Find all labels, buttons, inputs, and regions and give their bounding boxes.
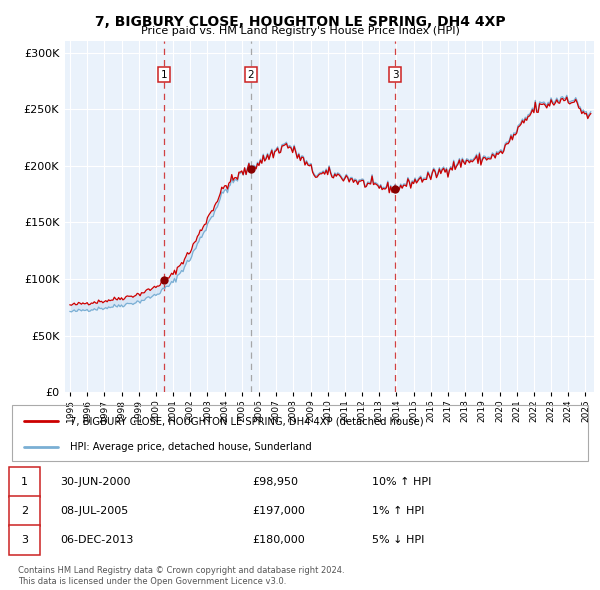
Text: 1: 1 <box>21 477 28 487</box>
Text: 5% ↓ HPI: 5% ↓ HPI <box>372 535 424 545</box>
Text: Contains HM Land Registry data © Crown copyright and database right 2024.: Contains HM Land Registry data © Crown c… <box>18 566 344 575</box>
Text: 1: 1 <box>161 70 167 80</box>
Text: £180,000: £180,000 <box>252 535 305 545</box>
Text: 1% ↑ HPI: 1% ↑ HPI <box>372 506 424 516</box>
Text: 7, BIGBURY CLOSE, HOUGHTON LE SPRING, DH4 4XP (detached house): 7, BIGBURY CLOSE, HOUGHTON LE SPRING, DH… <box>70 416 423 426</box>
Text: 3: 3 <box>21 535 28 545</box>
Text: This data is licensed under the Open Government Licence v3.0.: This data is licensed under the Open Gov… <box>18 577 286 586</box>
Text: 2: 2 <box>247 70 254 80</box>
Text: 06-DEC-2013: 06-DEC-2013 <box>60 535 133 545</box>
Text: 30-JUN-2000: 30-JUN-2000 <box>60 477 131 487</box>
Text: 7, BIGBURY CLOSE, HOUGHTON LE SPRING, DH4 4XP: 7, BIGBURY CLOSE, HOUGHTON LE SPRING, DH… <box>95 15 505 29</box>
Text: £98,950: £98,950 <box>252 477 298 487</box>
Text: 10% ↑ HPI: 10% ↑ HPI <box>372 477 431 487</box>
Text: £197,000: £197,000 <box>252 506 305 516</box>
Text: 2: 2 <box>21 506 28 516</box>
Text: 3: 3 <box>392 70 398 80</box>
Text: Price paid vs. HM Land Registry's House Price Index (HPI): Price paid vs. HM Land Registry's House … <box>140 26 460 36</box>
Text: 08-JUL-2005: 08-JUL-2005 <box>60 506 128 516</box>
Text: HPI: Average price, detached house, Sunderland: HPI: Average price, detached house, Sund… <box>70 442 311 453</box>
